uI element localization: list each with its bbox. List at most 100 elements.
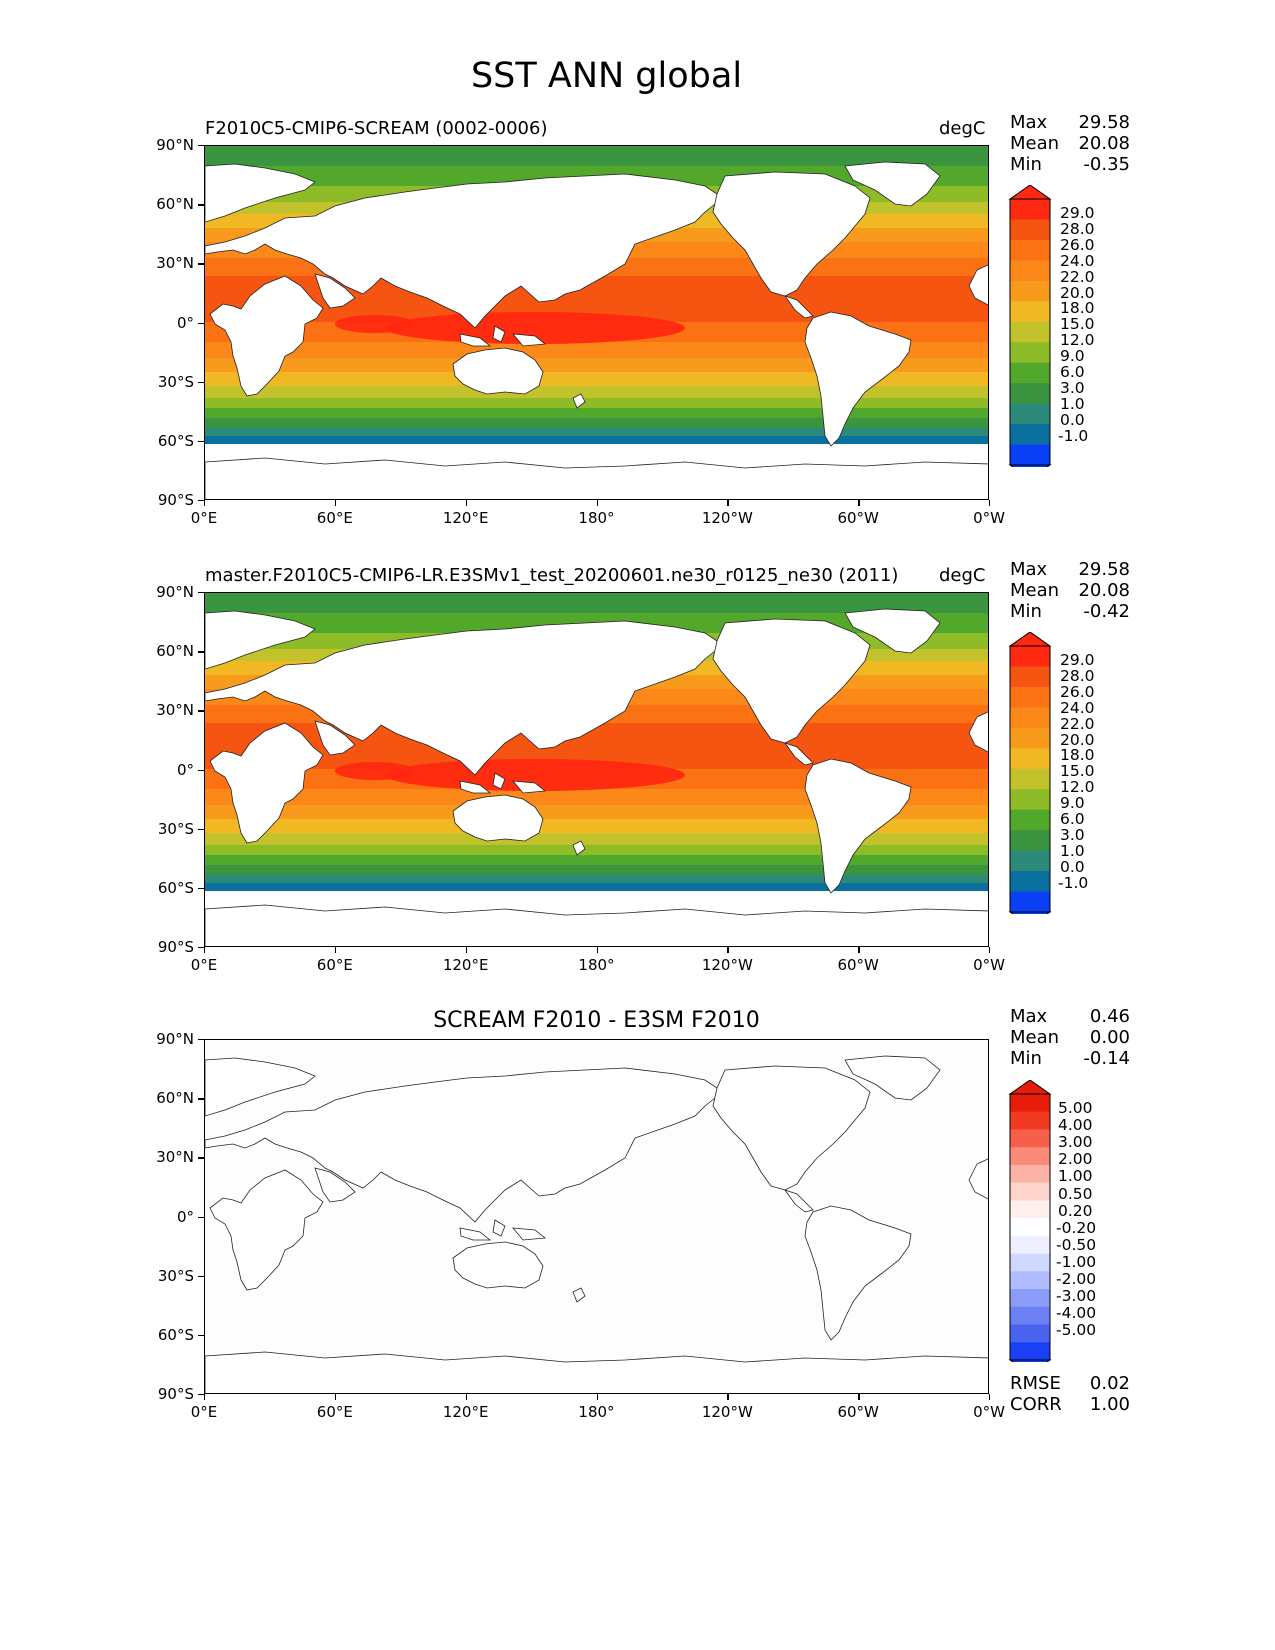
units-label: degC [939,118,986,139]
lon-tick-mark [989,947,991,953]
coastline [712,171,871,297]
colorbar-tick-label: 29.0 [1060,651,1095,669]
stat-min-label: Min [1010,154,1042,175]
coastline [492,772,506,790]
ocean-band [205,398,988,409]
lat-tick-mark [198,1098,204,1100]
colorbar-segment [1010,1271,1050,1290]
lat-tick-mark [198,710,204,712]
ocean-band [205,372,988,387]
lon-tick-mark [727,1394,729,1400]
coastline [452,794,544,842]
colorbar-segment [1010,301,1050,323]
coastline [804,758,912,894]
colorbar-tick-label: 1.00 [1058,1167,1093,1186]
coastline [783,742,814,766]
colorbar-segment [1010,1094,1050,1113]
figure-title: SST ANN global [470,56,743,96]
stat-min-label: Min [1010,601,1042,622]
colorbar-tick-label: 29.0 [1060,204,1095,222]
colorbar-segment [1010,1324,1050,1343]
coastline [968,264,988,306]
lon-tick-mark [596,1394,598,1400]
colorbar-segment [1010,280,1050,302]
coastline [783,295,814,319]
stat-mean-label: Mean [1010,133,1060,154]
coastline [314,720,356,756]
coastline [968,1158,988,1200]
lat-tick-mark [198,1275,204,1278]
lat-tick-label: 90°S [157,1385,194,1403]
colorbar-segment [1010,403,1050,425]
ocean-band [205,833,988,846]
ocean-band [205,342,988,359]
lat-tick-mark [198,828,204,831]
lon-tick-mark [858,947,860,953]
colorbar-segment [1010,830,1050,852]
lat-tick-label: 90°N [156,1030,194,1048]
lat-tick-mark [198,887,204,890]
rmse-label: RMSE [1010,1373,1061,1394]
ocean-band [205,428,988,437]
colorbar-tick-label: 5.00 [1058,1099,1093,1117]
coastline [492,325,506,343]
sst-map [205,146,988,499]
lat-tick-label: 90°S [157,491,194,509]
colorbar-tick-label: -3.00 [1056,1287,1097,1306]
colorbar-segment [1010,891,1050,913]
lat-tick-label: 60°S [157,431,194,450]
lat-tick-label: 60°S [157,878,194,897]
coastline [572,1287,586,1303]
lon-tick-mark [596,500,598,506]
colorbar-outline [1009,1093,1051,1361]
lon-tick-mark [334,1394,337,1400]
ocean-band [205,845,988,856]
stat-mean-value: 20.08 [1078,133,1130,154]
ocean-band [205,805,988,820]
lat-tick-mark [198,1334,204,1337]
colorbar-segment [1010,1164,1050,1184]
colorbar-tick-label: 4.00 [1058,1116,1093,1135]
lon-tick-mark [204,947,206,953]
colorbar-tick-label: 6.0 [1060,363,1085,381]
colorbar-segment [1010,666,1050,688]
colorbar-segment [1010,260,1050,282]
map-frame [204,1039,989,1394]
ocean-band [205,386,988,399]
colorbar [1008,632,1052,914]
lat-tick-mark [198,651,204,653]
colorbar-tick-label: 0.20 [1058,1201,1093,1220]
lat-tick-label: 30°S [157,372,194,391]
lon-tick-mark [989,500,991,506]
colorbar-outline [1009,645,1051,913]
lon-tick-mark [465,947,468,953]
colorbar-segment [1010,1253,1050,1272]
colorbar-segment [1010,809,1050,831]
stat-min-value: -0.35 [1083,154,1130,175]
lon-tick-label: 60°W [837,509,879,527]
lat-tick-label: 30°S [157,1266,194,1285]
lat-tick-mark [198,322,204,324]
colorbar-tick-label: 3.0 [1060,825,1085,844]
colorbar-segment [1010,1235,1050,1255]
lon-tick-label: 0°E [190,509,218,527]
colorbar-tick-label: 0.0 [1060,857,1085,876]
colorbar-segment [1010,768,1050,790]
lon-tick-label: 120°W [701,509,753,527]
colorbar-segment [1010,789,1050,811]
coastline [209,1169,324,1291]
colorbar-segment [1010,1289,1050,1308]
colorbar-extend-top [1008,185,1052,200]
lon-tick-mark [727,500,729,506]
stat-max-value: 29.58 [1078,559,1130,580]
colorbar-extend-top [1008,632,1052,647]
lon-tick-mark [989,1394,991,1400]
lat-tick-mark [198,500,204,502]
coastline [459,780,492,794]
land [205,1055,988,1393]
colorbar-tick-label: 0.0 [1060,410,1085,429]
coastline [314,1167,356,1203]
coastline [572,393,586,409]
lat-tick-label: 0° [176,760,194,779]
ocean-band [205,855,988,866]
